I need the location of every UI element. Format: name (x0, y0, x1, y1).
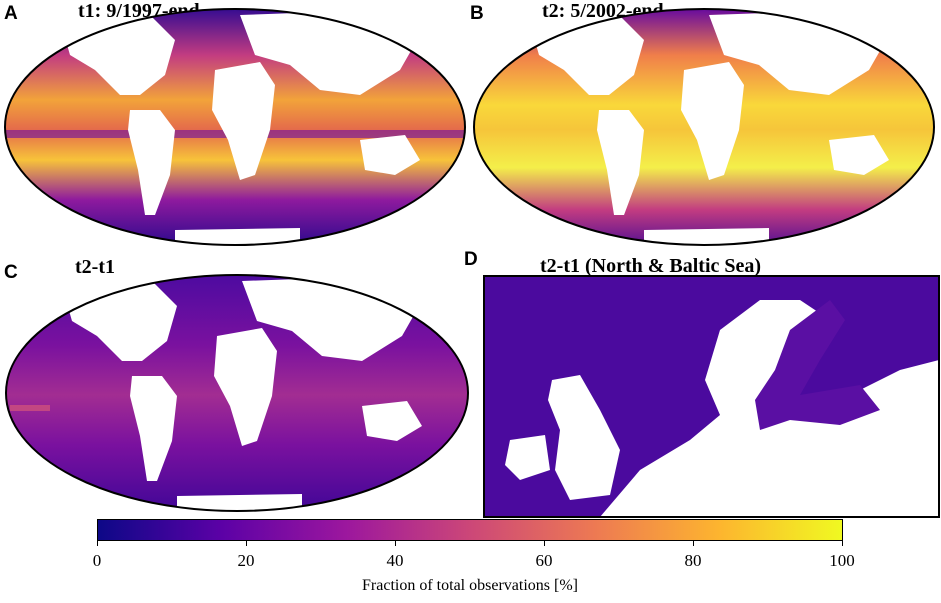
colorbar-tick-60 (544, 541, 545, 546)
panel-c-title: t2-t1 (75, 256, 115, 278)
colorbar-label: Fraction of total observations [%] (362, 577, 578, 594)
colorbar-tick-100 (842, 541, 843, 546)
colorbar-tick-20 (246, 541, 247, 546)
colorbar-ticklabel-40: 40 (386, 551, 404, 570)
colorbar-ticklabel-80: 80 (684, 551, 702, 570)
panel-d-map (484, 276, 939, 517)
panel-c-letter: C (4, 262, 18, 283)
colorbar-ticklabel-0: 0 (92, 551, 102, 570)
panel-d-title: t2-t1 (North & Baltic Sea) (540, 255, 762, 277)
panel-b-map (474, 9, 934, 245)
colorbar-ticklabel-60: 60 (535, 551, 553, 570)
colorbar-ticklabel-20: 20 (237, 551, 255, 570)
panel-a-map (5, 9, 465, 245)
panel-a-letter: A (4, 3, 18, 24)
colorbar-tick-80 (693, 541, 694, 546)
colorbar-ticklabel-100: 100 (829, 551, 855, 570)
panel-b-letter: B (470, 3, 484, 24)
panel-d-letter: D (464, 249, 478, 270)
colorbar-tick-40 (395, 541, 396, 546)
colorbar-tick-0 (97, 541, 98, 546)
colorbar (97, 519, 843, 541)
panel-c-map (6, 275, 468, 511)
